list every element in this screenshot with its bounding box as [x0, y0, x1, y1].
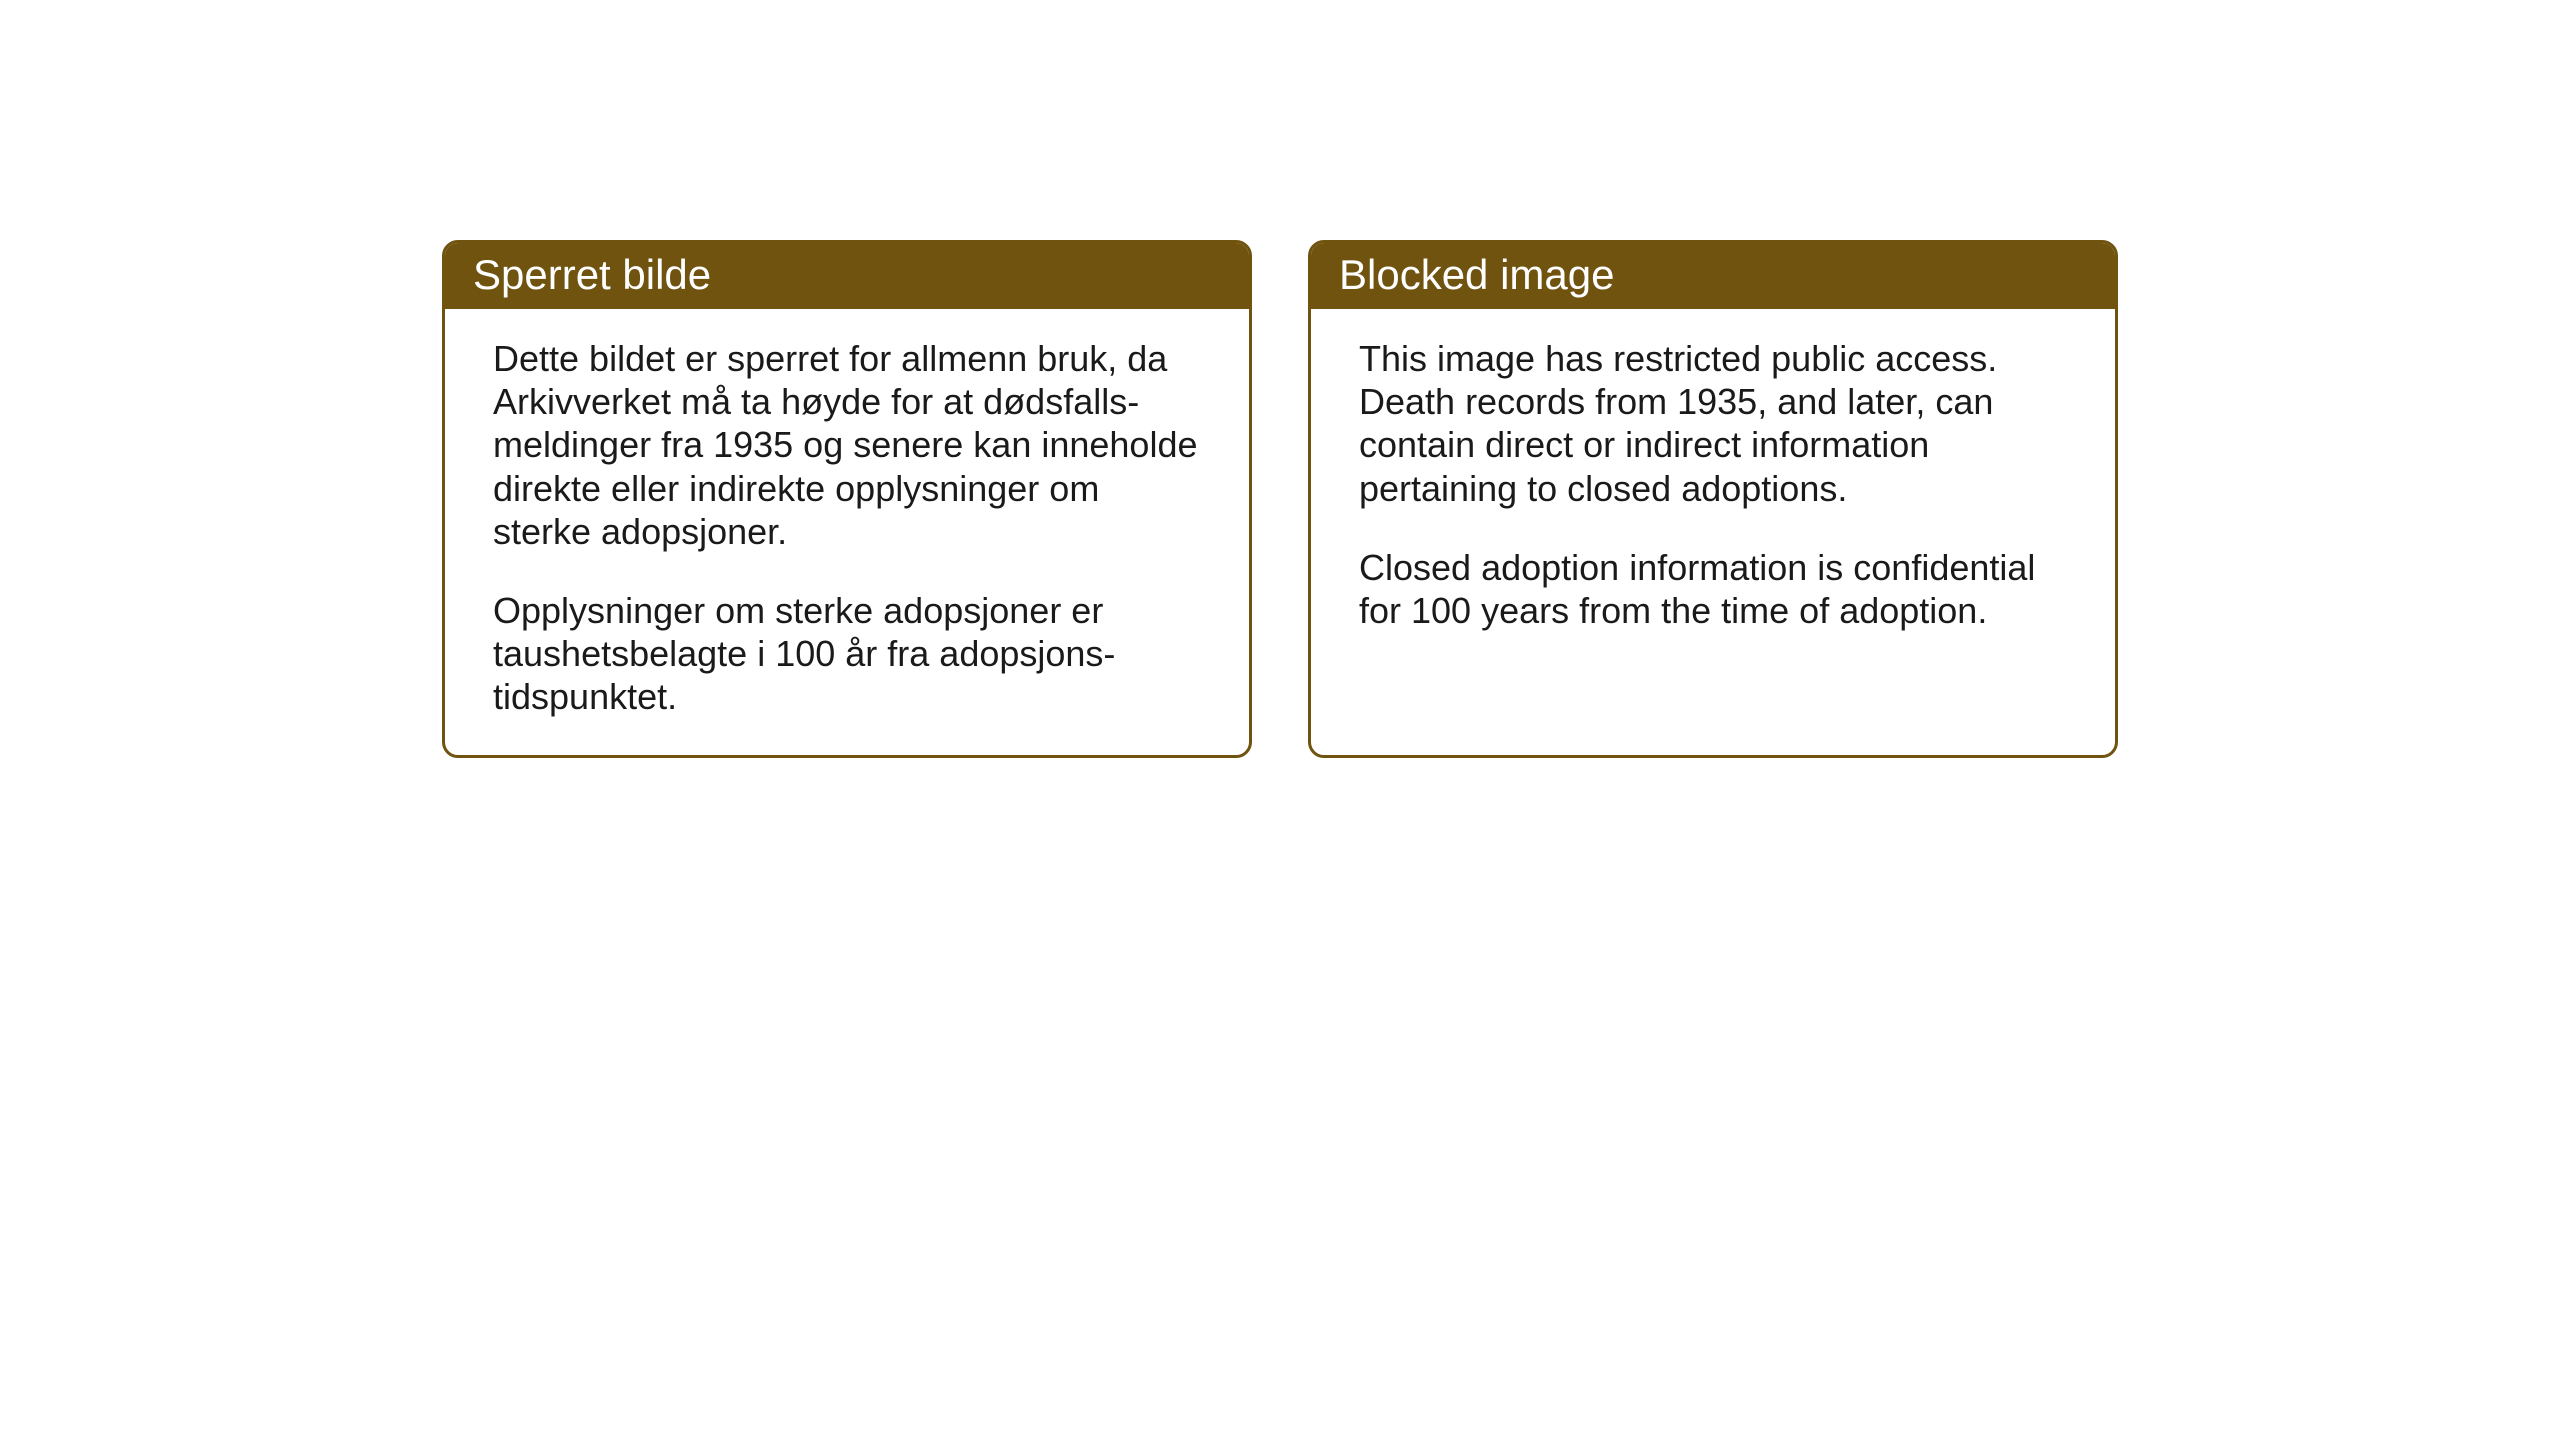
- card-header-english: Blocked image: [1311, 243, 2115, 309]
- notice-container: Sperret bilde Dette bildet er sperret fo…: [442, 240, 2118, 758]
- blocked-notice-card-english: Blocked image This image has restricted …: [1308, 240, 2118, 758]
- card-body-norwegian: Dette bildet er sperret for allmenn bruk…: [445, 309, 1249, 755]
- card-header-norwegian: Sperret bilde: [445, 243, 1249, 309]
- blocked-notice-card-norwegian: Sperret bilde Dette bildet er sperret fo…: [442, 240, 1252, 758]
- card-title: Sperret bilde: [473, 251, 711, 298]
- notice-paragraph: Opplysninger om sterke adopsjoner er tau…: [493, 589, 1205, 719]
- card-title: Blocked image: [1339, 251, 1614, 298]
- notice-paragraph: Closed adoption information is confident…: [1359, 546, 2071, 632]
- notice-paragraph: This image has restricted public access.…: [1359, 337, 2071, 510]
- card-body-english: This image has restricted public access.…: [1311, 309, 2115, 755]
- notice-paragraph: Dette bildet er sperret for allmenn bruk…: [493, 337, 1205, 553]
